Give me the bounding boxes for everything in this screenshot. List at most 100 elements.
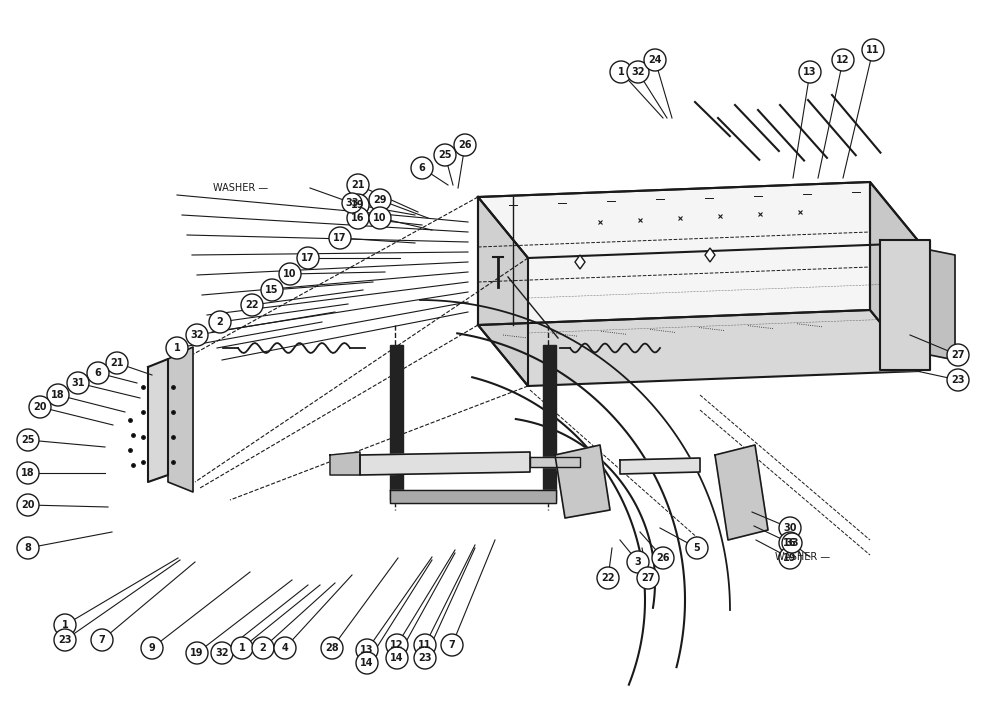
Circle shape [637, 567, 659, 589]
Circle shape [347, 174, 369, 196]
Text: 16: 16 [783, 538, 797, 548]
Text: 27: 27 [951, 350, 965, 360]
Text: 7: 7 [99, 635, 105, 645]
Text: 18: 18 [21, 468, 35, 478]
Text: 30: 30 [783, 523, 797, 533]
Polygon shape [870, 182, 920, 371]
Circle shape [947, 344, 969, 366]
Text: 1: 1 [239, 643, 245, 653]
Text: 32: 32 [215, 648, 229, 658]
Circle shape [441, 634, 463, 656]
Text: 3: 3 [635, 557, 641, 567]
Polygon shape [148, 359, 168, 482]
Polygon shape [390, 490, 556, 503]
Circle shape [779, 517, 801, 539]
Text: 29: 29 [373, 195, 387, 205]
Circle shape [261, 279, 283, 301]
Circle shape [369, 189, 391, 211]
Text: 9: 9 [149, 643, 155, 653]
Text: 13: 13 [803, 67, 817, 77]
Circle shape [686, 537, 708, 559]
Circle shape [106, 352, 128, 374]
Circle shape [17, 462, 39, 484]
Polygon shape [880, 240, 930, 370]
Text: 20: 20 [33, 402, 47, 412]
Circle shape [17, 429, 39, 451]
Circle shape [252, 637, 274, 659]
Text: 4: 4 [282, 643, 288, 653]
Text: 27: 27 [641, 573, 655, 583]
Polygon shape [478, 182, 870, 325]
Text: WASHER —: WASHER — [775, 552, 830, 562]
Polygon shape [705, 248, 715, 262]
Circle shape [186, 324, 208, 346]
Text: 32: 32 [631, 67, 645, 77]
Text: 15: 15 [265, 285, 279, 295]
Polygon shape [478, 182, 920, 258]
Text: 21: 21 [351, 180, 365, 190]
Circle shape [321, 637, 343, 659]
Polygon shape [390, 345, 403, 500]
Text: 11: 11 [866, 45, 880, 55]
Circle shape [241, 294, 263, 316]
Circle shape [414, 647, 436, 669]
Text: 33: 33 [785, 538, 799, 548]
Circle shape [231, 637, 253, 659]
Circle shape [347, 207, 369, 229]
Text: 22: 22 [245, 300, 259, 310]
Text: 26: 26 [656, 553, 670, 563]
Text: 6: 6 [95, 368, 101, 378]
Text: 17: 17 [333, 233, 347, 243]
Text: 31: 31 [71, 378, 85, 388]
Text: 12: 12 [836, 55, 850, 65]
Circle shape [54, 614, 76, 636]
Circle shape [29, 396, 51, 418]
Text: 14: 14 [390, 653, 404, 663]
Text: 1: 1 [62, 620, 68, 630]
Polygon shape [715, 445, 768, 540]
Circle shape [274, 637, 296, 659]
Circle shape [947, 369, 969, 391]
Text: 5: 5 [694, 543, 700, 553]
Polygon shape [543, 345, 556, 500]
Text: WASHER —: WASHER — [213, 183, 268, 193]
Text: 10: 10 [373, 213, 387, 223]
Text: 23: 23 [418, 653, 432, 663]
Circle shape [369, 207, 391, 229]
Circle shape [186, 642, 208, 664]
Circle shape [87, 362, 109, 384]
Text: 26: 26 [458, 140, 472, 150]
Circle shape [832, 49, 854, 71]
Circle shape [454, 134, 476, 156]
Circle shape [627, 61, 649, 83]
Polygon shape [530, 457, 580, 467]
Text: 18: 18 [51, 390, 65, 400]
Circle shape [209, 311, 231, 333]
Circle shape [47, 384, 69, 406]
Text: 2: 2 [260, 643, 266, 653]
Circle shape [279, 263, 301, 285]
Circle shape [211, 642, 233, 664]
Polygon shape [168, 347, 193, 492]
Circle shape [414, 634, 436, 656]
Polygon shape [478, 310, 920, 386]
Circle shape [166, 337, 188, 359]
Text: 16: 16 [351, 213, 365, 223]
Circle shape [644, 49, 666, 71]
Text: 17: 17 [301, 253, 315, 263]
Text: 13: 13 [360, 645, 374, 655]
Circle shape [342, 193, 362, 213]
Text: 25: 25 [438, 150, 452, 160]
Circle shape [297, 247, 319, 269]
Text: 23: 23 [951, 375, 965, 385]
Text: 2: 2 [217, 317, 223, 327]
Text: 7: 7 [449, 640, 455, 650]
Polygon shape [360, 452, 530, 475]
Circle shape [67, 372, 89, 394]
Text: 19: 19 [351, 200, 365, 210]
Circle shape [411, 157, 433, 179]
Circle shape [17, 537, 39, 559]
Text: 1: 1 [618, 67, 624, 77]
Text: 14: 14 [360, 658, 374, 668]
Circle shape [347, 194, 369, 216]
